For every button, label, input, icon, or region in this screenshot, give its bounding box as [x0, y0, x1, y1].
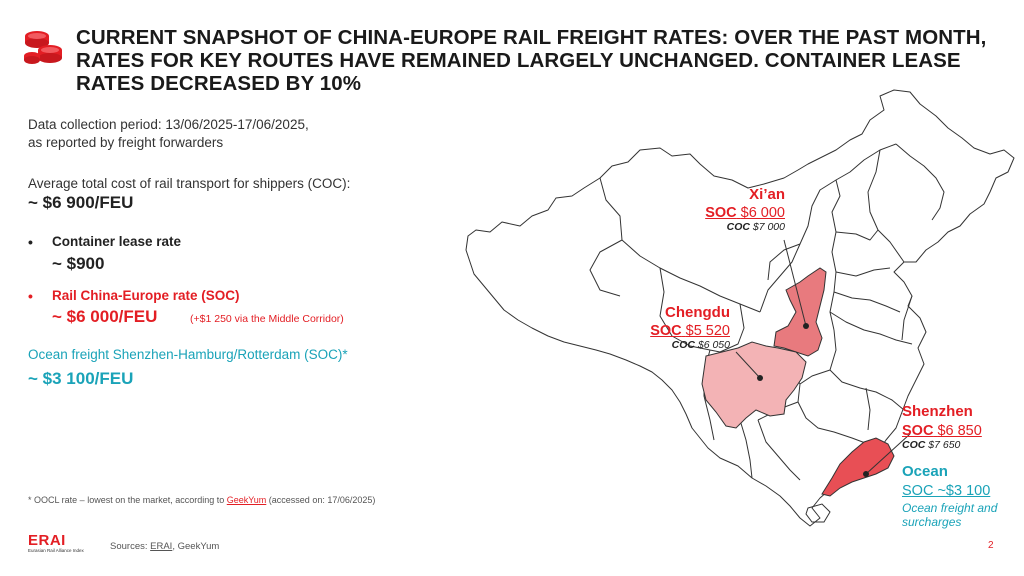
- chengdu-coc-value: $6 050: [697, 339, 730, 351]
- shenzhen-soc-label: SOC: [902, 423, 934, 439]
- china-map: [465, 89, 1015, 527]
- xian-city: Xi’an: [749, 186, 785, 203]
- source-erai-link[interactable]: ERAI: [150, 541, 173, 552]
- rail-rate-label: Rail China-Europe rate (SOC): [52, 288, 240, 303]
- xian-marker: [803, 323, 809, 329]
- footnote-text: * OOCL rate – lowest on the market, acco…: [28, 495, 227, 505]
- shenzhen-soc: SOC $6 850: [902, 423, 982, 439]
- shenzhen-coc-label: COC: [902, 439, 926, 451]
- chengdu-soc-label: SOC: [650, 323, 682, 339]
- ocean-map-label: Ocean SOC ~$3 100 Ocean freight and surc…: [902, 463, 997, 529]
- ocean-title: Ocean: [902, 463, 948, 480]
- rail-rate-value: ~ $6 000/FEU: [52, 307, 158, 326]
- period-line1: Data collection period: 13/06/2025-17/06…: [28, 117, 309, 132]
- chengdu-soc: SOC $5 520: [620, 323, 730, 339]
- chengdu-city: Chengdu: [665, 304, 730, 321]
- lease-rate-value: ~ $900: [52, 254, 105, 273]
- xian-coc-value: $7 000: [752, 221, 785, 233]
- sichuan-province: [701, 341, 807, 429]
- ocean-note: Ocean freight and surcharges: [902, 501, 997, 529]
- ocean-soc: SOC ~$3 100: [902, 483, 991, 499]
- china-outline: [465, 89, 1015, 527]
- lease-rate-label: Container lease rate: [52, 234, 182, 249]
- bullet-icon: •: [28, 234, 33, 250]
- geekyum-link[interactable]: GeekYum: [226, 495, 267, 505]
- chengdu-label: Chengdu SOC $5 520 COC $6 050: [620, 304, 730, 351]
- xian-soc-label: SOC: [705, 205, 737, 221]
- logo-text: ERAI: [28, 532, 66, 549]
- shenzhen-coc: COC $7 650: [902, 439, 982, 451]
- xian-soc-value: $6 000: [740, 205, 785, 221]
- chengdu-coc-label: COC: [671, 339, 695, 351]
- chengdu-marker: [757, 375, 763, 381]
- shenzhen-coc-value: $7 650: [928, 439, 961, 451]
- hainan-island: [805, 503, 831, 523]
- guangdong-province: [821, 437, 895, 497]
- period-line2: as reported by freight forwarders: [28, 135, 224, 150]
- footnote: * OOCL rate – lowest on the market, acco…: [28, 495, 375, 505]
- data-collection-period: Data collection period: 13/06/2025-17/06…: [28, 116, 309, 152]
- shenzhen-label: Shenzhen SOC $6 850 COC $7 650: [902, 403, 982, 451]
- shenzhen-soc-value: $6 850: [937, 423, 982, 439]
- avg-cost-label: Average total cost of rail transport for…: [28, 176, 351, 191]
- shenzhen-leader-line: [865, 433, 911, 475]
- xian-leader-line: [783, 239, 807, 327]
- chengdu-soc-value: $5 520: [685, 323, 730, 339]
- xian-soc: SOC $6 000: [680, 205, 785, 221]
- xian-label: Xi’an SOC $6 000 COC $7 000: [680, 186, 785, 233]
- erai-logo: ERAI Eurasian Rail Alliance Index: [28, 533, 84, 554]
- ocean-note-line2: surcharges: [902, 515, 962, 529]
- chengdu-leader-line: [735, 351, 761, 379]
- avg-cost-value: ~ $6 900/FEU: [28, 193, 134, 212]
- page-title: CURRENT SNAPSHOT OF CHINA-EUROPE RAIL FR…: [76, 26, 987, 95]
- middle-corridor-note: (+$1 250 via the Middle Corridor): [190, 313, 344, 325]
- ocean-note-line1: Ocean freight and: [902, 501, 998, 515]
- bullet-icon: •: [28, 288, 33, 304]
- shenzhen-marker: [863, 471, 869, 477]
- ocean-freight-value: ~ $3 100/FEU: [28, 369, 134, 388]
- xian-coc: COC $7 000: [680, 221, 785, 233]
- coins-icon: [22, 26, 66, 66]
- xian-coc-label: COC: [726, 221, 750, 233]
- logo-subtitle: Eurasian Rail Alliance Index: [28, 548, 84, 553]
- sources: Sources: ERAI, GeekYum: [110, 541, 219, 552]
- shaanxi-province: [773, 267, 827, 357]
- chengdu-coc: COC $6 050: [620, 339, 730, 351]
- footnote-accessed: (accessed on: 17/06/2025): [266, 495, 376, 505]
- sources-label: Sources:: [110, 541, 151, 552]
- shenzhen-city: Shenzhen: [902, 403, 973, 420]
- source-geekyum: , GeekYum: [172, 541, 220, 552]
- page-number: 2: [988, 540, 994, 551]
- ocean-freight-label: Ocean freight Shenzhen-Hamburg/Rotterdam…: [28, 347, 348, 362]
